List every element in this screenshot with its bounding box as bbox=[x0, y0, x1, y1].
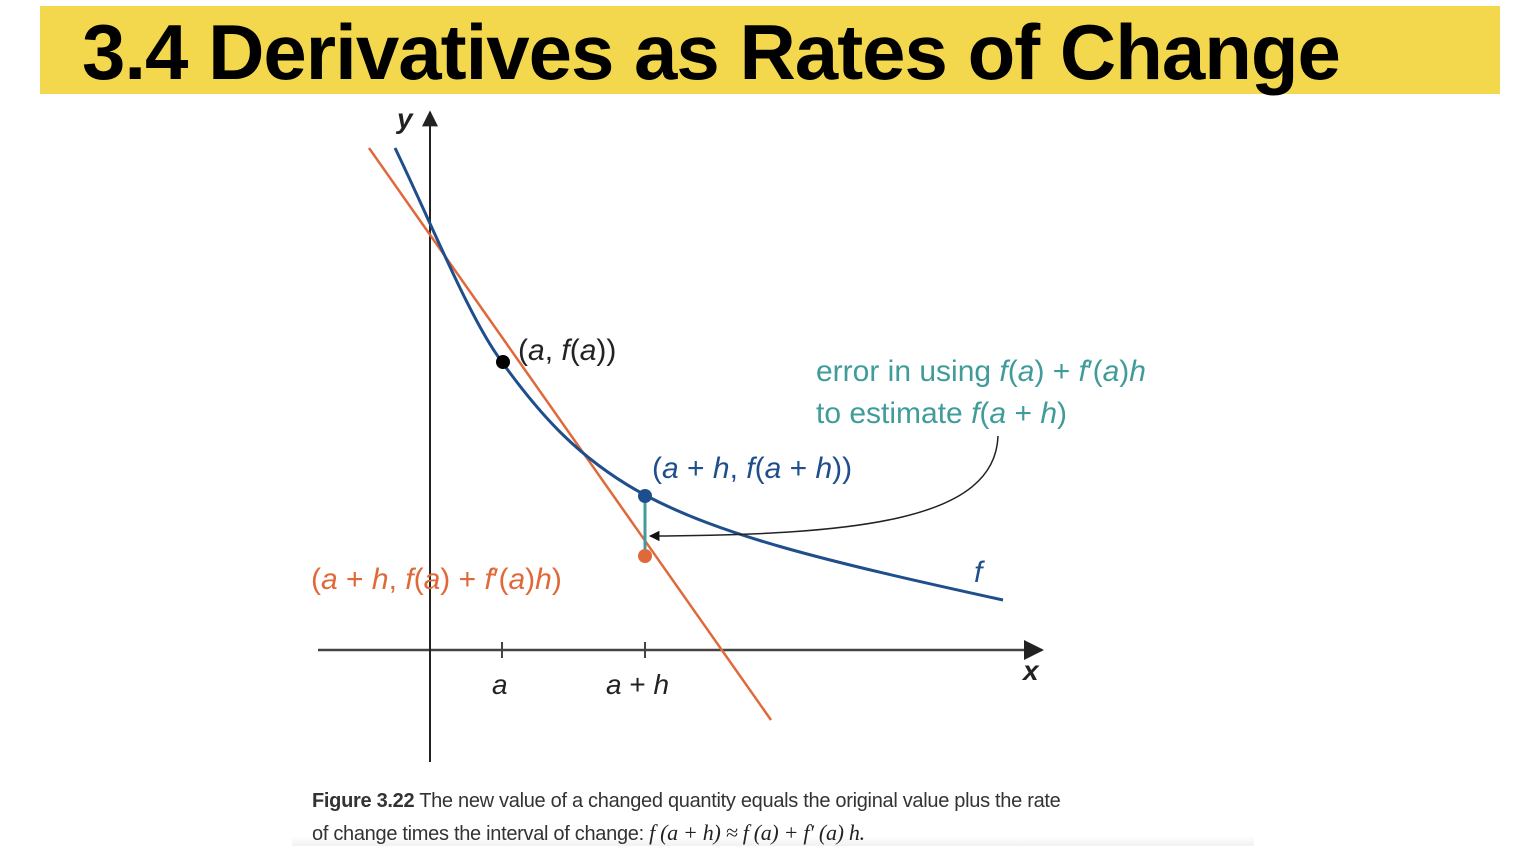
caption-text: Figure 3.22 The new value of a changed q… bbox=[312, 786, 1061, 850]
title-banner: 3.4 Derivatives as Rates of Change bbox=[40, 6, 1500, 96]
figure-caption: Figure 3.22 The new value of a changed q… bbox=[292, 780, 1254, 846]
point-tangent-estimate bbox=[638, 549, 652, 563]
point-a-h-label: (a + h, f(a + h)) bbox=[652, 452, 852, 485]
x-axis-label: x bbox=[1021, 655, 1040, 686]
curve-label-f: f bbox=[974, 556, 985, 589]
point-a-h-fah bbox=[638, 489, 652, 503]
tick-label-a-plus-h: a + h bbox=[606, 669, 669, 700]
figure-number: Figure 3.22 bbox=[312, 790, 415, 812]
point-a-fa bbox=[496, 355, 510, 369]
tick-label-a: a bbox=[492, 669, 508, 700]
page-title: 3.4 Derivatives as Rates of Change bbox=[82, 8, 1341, 96]
y-axis-label: y bbox=[395, 103, 414, 134]
error-annotation-line2: to estimate f(a + h) bbox=[816, 397, 1067, 430]
function-curve bbox=[393, 147, 1004, 602]
caption-formula: f (a + h) ≈ f (a) + f′ (a) h. bbox=[649, 820, 865, 845]
caption-line2: of change times the interval of change: bbox=[312, 823, 650, 845]
error-annotation-line1: error in using f(a) + f′(a)h bbox=[816, 355, 1146, 388]
point-a-label: (a, f(a)) bbox=[518, 334, 616, 367]
tangent-line bbox=[367, 147, 773, 721]
derivative-diagram: y x a a + h (a, f(a)) (a + h, f(a + h)) … bbox=[311, 103, 1146, 762]
annotation-arrow bbox=[648, 435, 999, 542]
tangent-point-label: (a + h, f(a) + f′(a)h) bbox=[311, 563, 562, 596]
caption-line1: The new value of a changed quantity equa… bbox=[414, 790, 1061, 812]
